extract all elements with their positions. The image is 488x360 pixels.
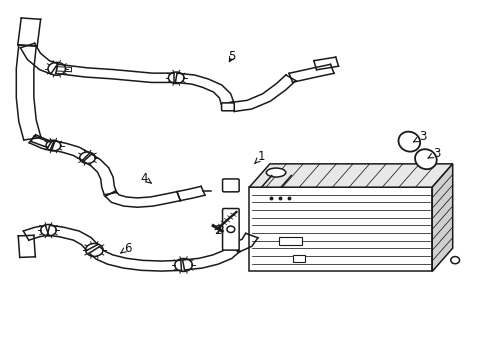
Polygon shape <box>56 64 173 82</box>
Polygon shape <box>105 191 180 207</box>
Polygon shape <box>175 73 233 104</box>
Polygon shape <box>89 247 181 271</box>
Polygon shape <box>232 75 295 112</box>
Polygon shape <box>288 64 333 82</box>
FancyBboxPatch shape <box>278 237 302 244</box>
Polygon shape <box>231 233 257 252</box>
Polygon shape <box>177 186 204 201</box>
Text: 3: 3 <box>412 130 426 144</box>
FancyBboxPatch shape <box>222 179 239 192</box>
Text: 3: 3 <box>427 147 440 159</box>
Polygon shape <box>20 43 58 74</box>
Text: 6: 6 <box>121 242 131 255</box>
Text: 5: 5 <box>228 50 236 63</box>
Polygon shape <box>23 225 49 240</box>
FancyBboxPatch shape <box>293 255 305 262</box>
Polygon shape <box>52 141 90 161</box>
Polygon shape <box>31 136 51 148</box>
Polygon shape <box>83 154 116 195</box>
Polygon shape <box>29 135 54 150</box>
Ellipse shape <box>414 149 436 169</box>
Polygon shape <box>431 164 452 271</box>
Text: 4: 4 <box>141 172 151 185</box>
Polygon shape <box>182 245 240 270</box>
FancyBboxPatch shape <box>221 103 234 111</box>
Text: 1: 1 <box>254 150 265 163</box>
Polygon shape <box>18 235 35 257</box>
Ellipse shape <box>266 168 285 177</box>
Polygon shape <box>57 67 71 72</box>
Ellipse shape <box>450 257 459 264</box>
Ellipse shape <box>398 132 419 152</box>
Polygon shape <box>47 225 98 250</box>
Polygon shape <box>313 57 338 70</box>
Text: 2: 2 <box>213 224 221 237</box>
Polygon shape <box>16 45 41 140</box>
Ellipse shape <box>226 226 234 233</box>
Polygon shape <box>249 187 431 271</box>
Polygon shape <box>18 18 41 46</box>
Polygon shape <box>249 164 452 187</box>
FancyBboxPatch shape <box>222 208 239 250</box>
